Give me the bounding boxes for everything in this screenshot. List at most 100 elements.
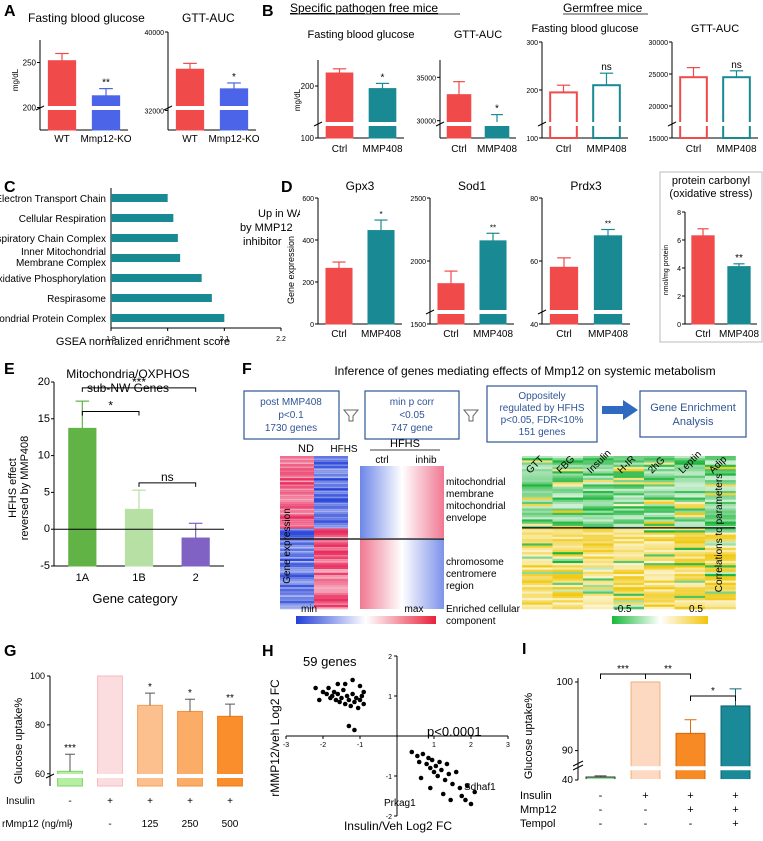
heat-cell (314, 580, 348, 584)
heat-cell (552, 567, 584, 570)
rmmp12-value: 250 (182, 819, 199, 830)
heat-cell (552, 460, 584, 463)
heat-cell (674, 534, 706, 538)
heat-cell (644, 471, 675, 474)
heat-cell (280, 560, 314, 563)
heat-cell (522, 456, 553, 459)
heat-cell (613, 480, 645, 483)
heat-cell (314, 600, 348, 604)
heat-cell (674, 504, 706, 507)
heat-cell (314, 558, 348, 561)
heat-cell (705, 541, 736, 544)
heat-cell (674, 493, 706, 496)
heat-cell (552, 539, 584, 542)
heat-cell (522, 477, 553, 481)
f-correlation-colorbar (612, 616, 708, 624)
heat-cell (583, 547, 614, 551)
h-count: 59 genes (303, 654, 357, 669)
e-ylabel-line1: HFHS effect (7, 458, 19, 518)
heat-cell (552, 528, 584, 531)
heat-cell (314, 538, 348, 541)
f-hfhs-heat-top (360, 466, 444, 538)
heat-cell (674, 549, 706, 553)
axis-break-gap (169, 106, 257, 110)
heat-cell (280, 488, 314, 491)
heat-cell (644, 523, 675, 527)
x-tick-label: 3 (506, 742, 510, 749)
comparison-label: ns (161, 470, 174, 484)
heat-cell (613, 578, 645, 581)
y-tick-label: 400 (302, 238, 314, 245)
heat-cell (705, 528, 736, 531)
heat-cell (314, 520, 348, 523)
heat-cell (705, 536, 736, 540)
bar (325, 267, 353, 325)
scatter-point (339, 695, 344, 701)
heat-cell (583, 558, 614, 562)
comparison-bracket (138, 482, 197, 487)
heat-cell (644, 547, 675, 551)
heat-cell (613, 541, 645, 544)
insulin-value: + (187, 796, 193, 807)
f-enriched-bottom-1: chromosome (446, 557, 504, 568)
heat-cell (644, 560, 675, 564)
heat-cell (674, 584, 706, 588)
heat-cell (280, 546, 314, 549)
heat-cell (280, 566, 314, 570)
heat-cell (613, 504, 645, 507)
bar (111, 274, 202, 282)
heat-cell (644, 466, 675, 470)
heat-cell (613, 497, 645, 501)
svg-text:post MMP408: post MMP408 (260, 397, 322, 408)
axis-break-gap (51, 774, 251, 778)
heat-cell (552, 475, 584, 479)
heat-cell (613, 574, 645, 577)
axis-break-mark (537, 309, 547, 315)
scatter-point (359, 693, 365, 699)
heat-cell (280, 506, 314, 509)
heat-cell (613, 593, 645, 597)
heat-cell (522, 604, 553, 608)
heat-cell (583, 458, 614, 461)
heat-cell (522, 480, 553, 483)
heat-cell (705, 490, 736, 494)
heat-cell (674, 506, 706, 509)
heat-cell (674, 480, 706, 483)
f-col-hfhs: HFHS (330, 444, 358, 455)
heat-cell (613, 484, 645, 487)
heat-cell (552, 462, 584, 466)
heat-cell (674, 477, 706, 481)
heat-cell (613, 508, 645, 511)
heat-cell (522, 484, 553, 487)
heat-cell (280, 552, 314, 555)
heat-cell (522, 504, 553, 507)
heat-cell (522, 495, 553, 498)
heat-cell (644, 563, 675, 566)
heat-cell (705, 574, 736, 577)
heat-cell (583, 574, 614, 577)
axis-break-gap (319, 122, 405, 126)
heat-cell (280, 510, 314, 513)
heat-cell (522, 576, 553, 579)
svg-text:regulated by HFHS: regulated by HFHS (499, 403, 584, 414)
heat-cell (552, 556, 584, 560)
heat-cell (552, 541, 584, 544)
panel-h: H rMMP12/veh Log2 FC -3 -2 -1 1 2 3 -2 -1 1 2 59 … (262, 643, 510, 833)
heat-cell (583, 495, 614, 498)
heat-cell (644, 569, 675, 573)
heat-cell (522, 582, 553, 586)
y-tick-label: 0 (44, 523, 50, 535)
scatter-point (313, 685, 318, 691)
heat-cell (552, 477, 584, 481)
heat-cell (552, 545, 584, 549)
heat-cell (705, 477, 736, 481)
panel-letter-b: B (262, 3, 274, 20)
scatter-point (346, 723, 352, 729)
heat-cell (613, 506, 645, 509)
heat-cell (705, 515, 736, 518)
heat-cell (644, 456, 675, 459)
heat-cell (522, 554, 553, 557)
heat-cell (613, 595, 645, 599)
bar (175, 68, 205, 131)
heat-cell (280, 486, 314, 489)
